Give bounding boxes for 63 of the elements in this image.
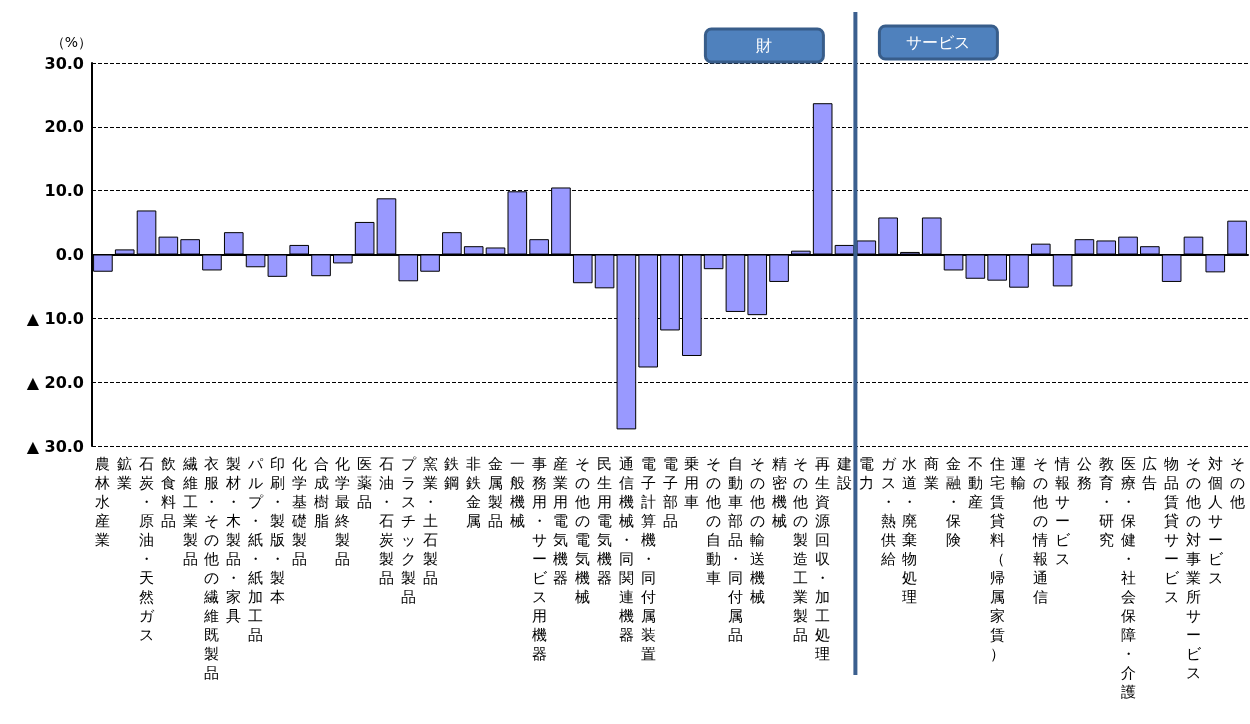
x-tick-label: ガス・熱供給 (879, 454, 897, 568)
x-tick-label: 農林水産業 (94, 454, 111, 549)
x-tick-label: その他の電気機械 (575, 454, 591, 606)
x-tick-label: 水道・廃棄物処理 (902, 454, 918, 606)
x-tick-label: プラスチック製品 (400, 454, 417, 606)
category-label: その他の対事業所サービス (1185, 454, 1201, 682)
x-tick-label: 産業用電気機器 (553, 454, 569, 587)
category-label: 事務用・サービス用機器 (531, 454, 547, 663)
x-tick-label: 広告 (1142, 454, 1158, 492)
x-tick-label: その他の自動車 (706, 454, 722, 587)
x-tick-label: 物品賃貸サービス (1164, 454, 1181, 606)
category-label: 住宅賃貸料（帰属家賃） (989, 454, 1005, 663)
x-tick-label: 医薬品 (357, 454, 373, 511)
x-tick-label: その他の情報通信 (1032, 454, 1049, 606)
y-tick-label: 0.0 (55, 245, 84, 264)
category-label: 電子計算機・同付属装置 (640, 454, 656, 663)
category-label: 自動車部品・同付属品 (727, 454, 743, 644)
category-label: 医療・保健・社会保障・介護 (1120, 454, 1136, 701)
x-tick-label: 非鉄金属 (466, 454, 482, 530)
y-tick-label: 10.0 (44, 181, 84, 201)
category-label: 衣服・その他の繊維既製品 (204, 454, 220, 682)
text: 財 (756, 36, 773, 55)
category-label: 通信機械・同関連機器 (618, 454, 634, 644)
x-tick-label: 教育・研究 (1098, 454, 1114, 549)
category-label: 再生資源回収・加工処理 (815, 454, 831, 663)
text: サービス (906, 33, 971, 52)
x-tick-label: 電子部品 (662, 454, 678, 530)
category-label: 製材・木製品・家具 (226, 454, 242, 625)
category-label: その他の製造工業製品 (793, 454, 809, 644)
x-tick-label: 飲食料品 (160, 454, 176, 530)
x-tick-label: 鉄鋼 (444, 454, 460, 492)
x-tick-label: 情報サービス (1054, 454, 1072, 568)
x-tick-label: 繊維工業製品 (181, 454, 198, 568)
x-tick-label: 公務 (1076, 454, 1092, 492)
x-tick-label: 不動産 (967, 454, 983, 511)
x-tick-label: その他の輸送機械 (749, 454, 765, 606)
x-tick-label: 対個人サービス (1207, 454, 1224, 587)
y-tick-label: 30.0 (44, 53, 84, 73)
x-tick-label: 商業 (924, 454, 940, 492)
x-tick-label: その他 (1229, 454, 1245, 511)
x-tick-label: 化学基礎製品 (290, 454, 307, 568)
x-tick-label: 電力 (858, 454, 874, 492)
x-tick-label: 石油・石炭製品 (378, 454, 394, 587)
x-tick-label: 建設 (835, 454, 852, 492)
y-tick-label: ▲ 20.0 (26, 372, 84, 392)
x-tick-label: 金融・保険 (946, 454, 962, 549)
x-tick-label: 合成樹脂 (313, 454, 329, 530)
x-tick-label: 精密機械 (771, 454, 787, 530)
y-tick-label: ▲ 10.0 (26, 308, 84, 328)
y-axis-title: （%） (50, 34, 92, 50)
category-label: パルプ・紙・紙加工品 (248, 454, 264, 644)
y-tick-label: 20.0 (44, 117, 84, 137)
x-tick-label: 窯業・土石製品 (422, 454, 438, 587)
x-tick-label: 鉱業 (117, 454, 133, 492)
x-tick-label: 一般機械 (509, 454, 525, 530)
x-tick-label: 印刷・製版・製本 (269, 454, 285, 606)
x-tick-label: 金属製品 (488, 454, 504, 530)
x-tick-label: 民生用電気機器 (597, 454, 613, 587)
x-tick-label: 運輸 (1011, 454, 1027, 492)
category-label: 石炭・原油・天然ガス (139, 454, 155, 644)
x-tick-label: 乗用車 (684, 454, 700, 511)
y-tick-label: ▲ 30.0 (26, 436, 84, 456)
x-tick-label: 化学最終製品 (334, 454, 351, 568)
